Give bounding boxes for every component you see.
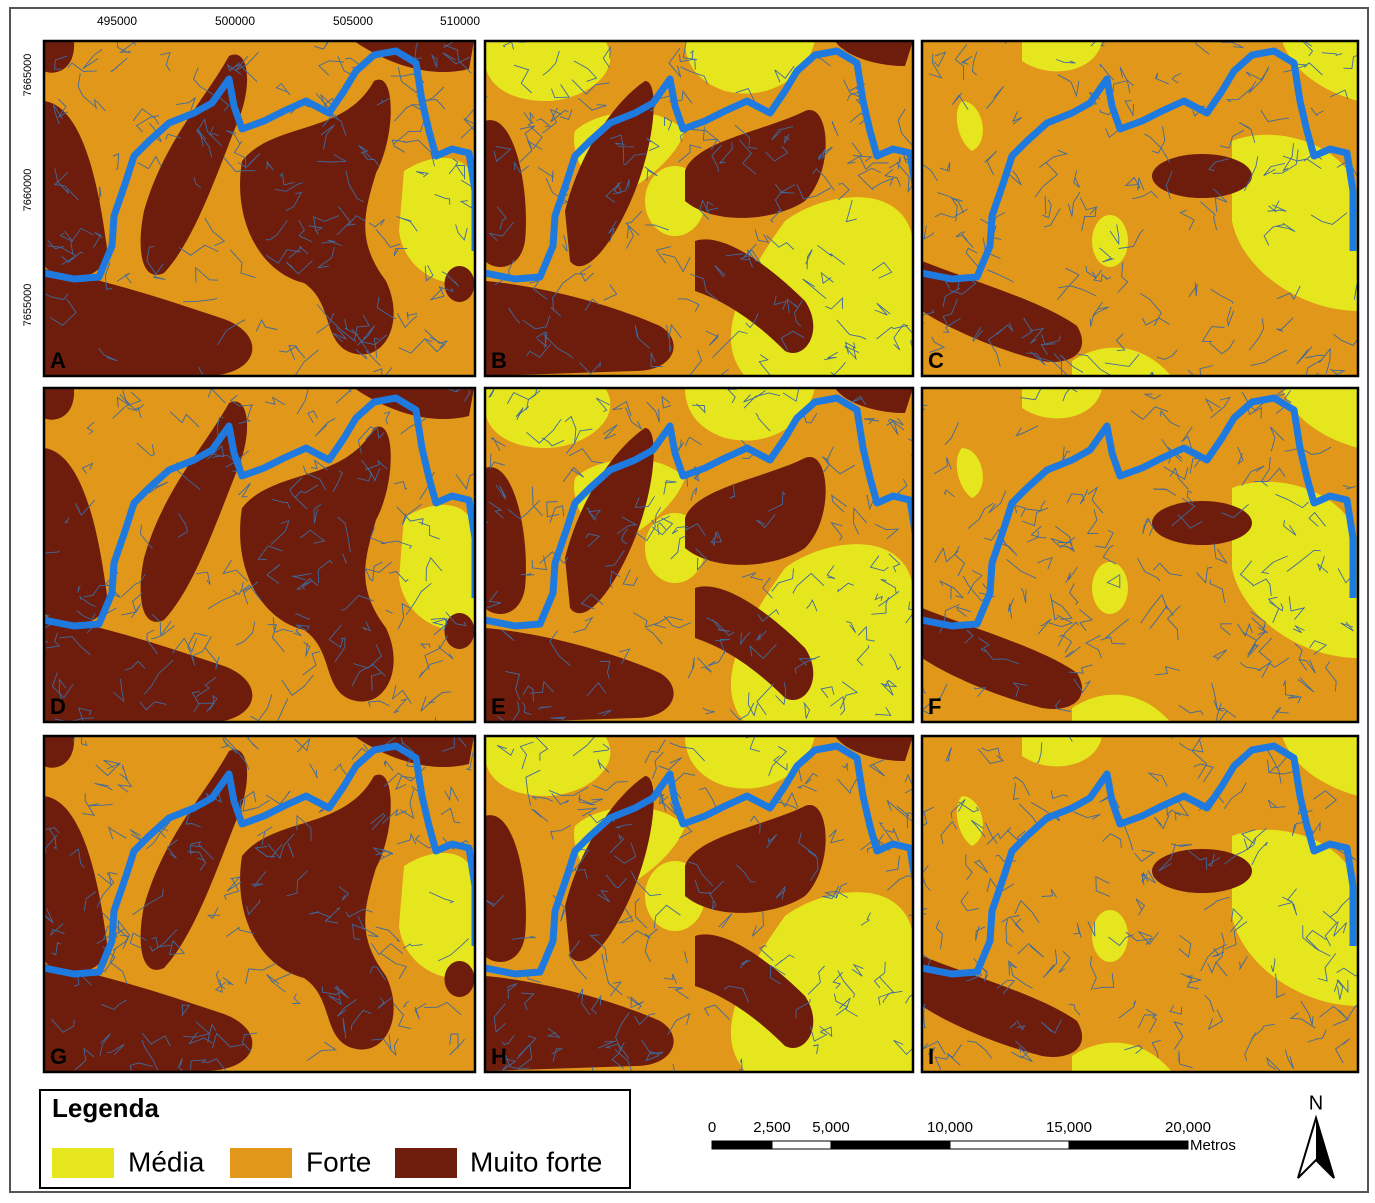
legend-swatch [230,1148,292,1178]
map-panel [485,716,929,1084]
legend-label: Forte [306,1146,371,1177]
legend-swatch [52,1148,114,1178]
y-coordinate: 7655000 [22,284,34,327]
figure: Legenda N 495000 500000 505000 510000 766500… [0,0,1375,1198]
scale-segment [1069,1141,1188,1149]
map-panel [913,717,1365,1072]
map-panel [464,374,926,730]
x-coordinate: 505000 [333,14,373,28]
y-coordinate: 7665000 [22,54,34,97]
muito-forte-area [445,266,475,302]
map-panel [34,376,482,738]
muito-forte-area [1152,849,1252,893]
muito-forte-area [1152,154,1252,198]
scale-label: 10,000 [927,1119,973,1136]
panel-letter: G [50,1044,67,1069]
legend-title: Legenda [52,1093,159,1123]
y-coordinate: 7660000 [22,169,34,212]
scale-unit: Metros [1190,1137,1236,1154]
scale-segment [772,1141,831,1149]
scale-segment [950,1141,1069,1149]
panel-letter: D [50,694,66,719]
panel-letter: B [491,348,507,373]
muito-forte-area [1152,501,1252,545]
legend-label: Muito forte [470,1146,602,1177]
x-coordinate: 495000 [97,14,137,28]
legend-swatch [395,1148,457,1178]
x-coordinate: 500000 [215,14,255,28]
scale-segment [712,1141,772,1149]
scale-segment [831,1141,950,1149]
panel-letter: E [491,694,506,719]
scale-label: 2,500 [753,1119,791,1136]
map-panel [463,36,916,383]
scale-label: 0 [708,1119,716,1136]
scale-label: 20,000 [1165,1119,1211,1136]
muito-forte-area [445,613,475,649]
muito-forte-area [445,961,475,997]
panel-letter: H [491,1044,507,1069]
map-panel [900,372,1358,725]
scale-label: 5,000 [812,1119,850,1136]
map-panel [918,14,1368,387]
map-panel [32,720,475,1092]
panel-letter: F [928,694,941,719]
panel-letter: I [928,1044,934,1069]
panel-letter: A [50,348,66,373]
media-area [1092,562,1128,614]
x-coordinate: 510000 [440,14,480,28]
north-label: N [1309,1092,1323,1114]
scale-label: 15,000 [1046,1119,1092,1136]
panel-letter: C [928,348,944,373]
legend-label: Média [128,1146,205,1177]
media-area [1092,910,1128,962]
map-panel [26,25,480,400]
